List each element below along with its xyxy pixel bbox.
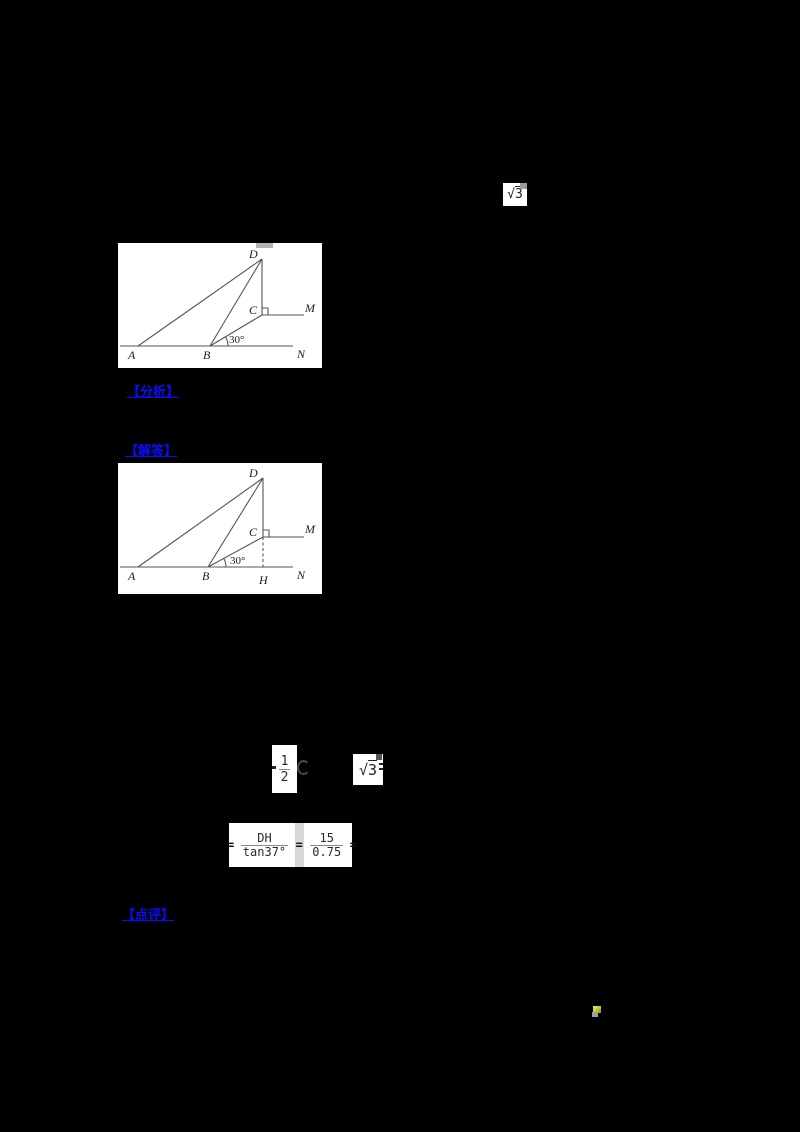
clipped-equals-artifact [379,768,383,770]
fraction-DH-over-tan37: DH tan37° [240,830,289,859]
fraction-15-over-075: 15 0.75 [310,830,344,859]
fraction-denominator: 2 [278,768,291,785]
segment-AD [137,477,264,568]
fraction-numerator: 15 [319,830,334,845]
sqrt-symbol: √ [507,187,515,202]
math-chip-fraction-equation: = DH tan37° = 15 0.75 = [227,823,357,867]
scan-artifact [376,754,382,760]
angle-label-30deg: 30° [229,334,244,346]
segment-BD [207,477,264,568]
gray-shadow-square [592,1012,598,1017]
fraction-denominator: 0.75 [310,844,344,859]
label-B: B [202,569,210,583]
section-link-comment[interactable]: 【点评】 [122,907,175,922]
equals-sign-left: = [227,838,235,852]
label-D: D [248,466,258,480]
label-C: C [249,525,258,539]
sqrt-radicand: 3 [368,760,378,779]
math-chip-one-half: 1 2 [272,745,297,793]
section-link-analysis[interactable]: 【分析】 [127,384,180,399]
faint-glyph-artifact [297,760,310,775]
label-H: H [258,573,269,587]
equals-sign-middle: = [295,838,303,852]
label-A: A [127,348,136,362]
sqrt-radicand: 3 [515,187,523,202]
figure1-drawing: A B C D M N 30° [120,247,316,362]
angle-arc-30 [223,558,227,568]
figure2-drawing: A B C D M N H 30° [120,466,316,587]
label-N: N [296,347,306,361]
angle-arc-30 [225,336,229,347]
label-N: N [296,568,306,582]
right-angle-mark [263,529,270,537]
segment-AD [137,258,263,347]
angle-label-30deg: 30° [230,555,245,567]
clipped-equals-artifact [272,766,276,769]
yellow-square [593,1006,601,1013]
segment-BD [209,258,263,347]
segment-BC [209,314,263,347]
label-M: M [304,301,316,315]
math-chip-sqrt3-mid: √ 3 [353,754,383,785]
segment-BC [207,536,264,568]
sqrt-symbol: √ [358,760,368,779]
fraction-numerator: 1 [280,753,289,769]
label-D: D [248,247,258,261]
label-C: C [249,303,258,317]
section-link-solution[interactable]: 【解答】 [125,443,178,458]
label-A: A [127,569,136,583]
figure1-geometry-diagram: A B C D M N 30° [118,243,322,368]
right-angle-mark [262,307,269,315]
label-B: B [203,348,211,362]
math-chip-sqrt3-top: √ 3 [503,183,527,206]
fraction-denominator: tan37° [240,844,289,859]
scan-artifact [520,183,527,189]
figure1-top-smudge [256,243,273,248]
fraction-numerator: DH [257,830,272,845]
yellow-highlight-artifact [592,1006,602,1017]
label-M: M [304,522,316,536]
clipped-equals-artifact [379,763,383,765]
equals-separator-strip: = [294,823,304,867]
equals-sign-right: = [349,838,357,852]
figure2-geometry-diagram: A B C D M N H 30° [118,463,322,594]
